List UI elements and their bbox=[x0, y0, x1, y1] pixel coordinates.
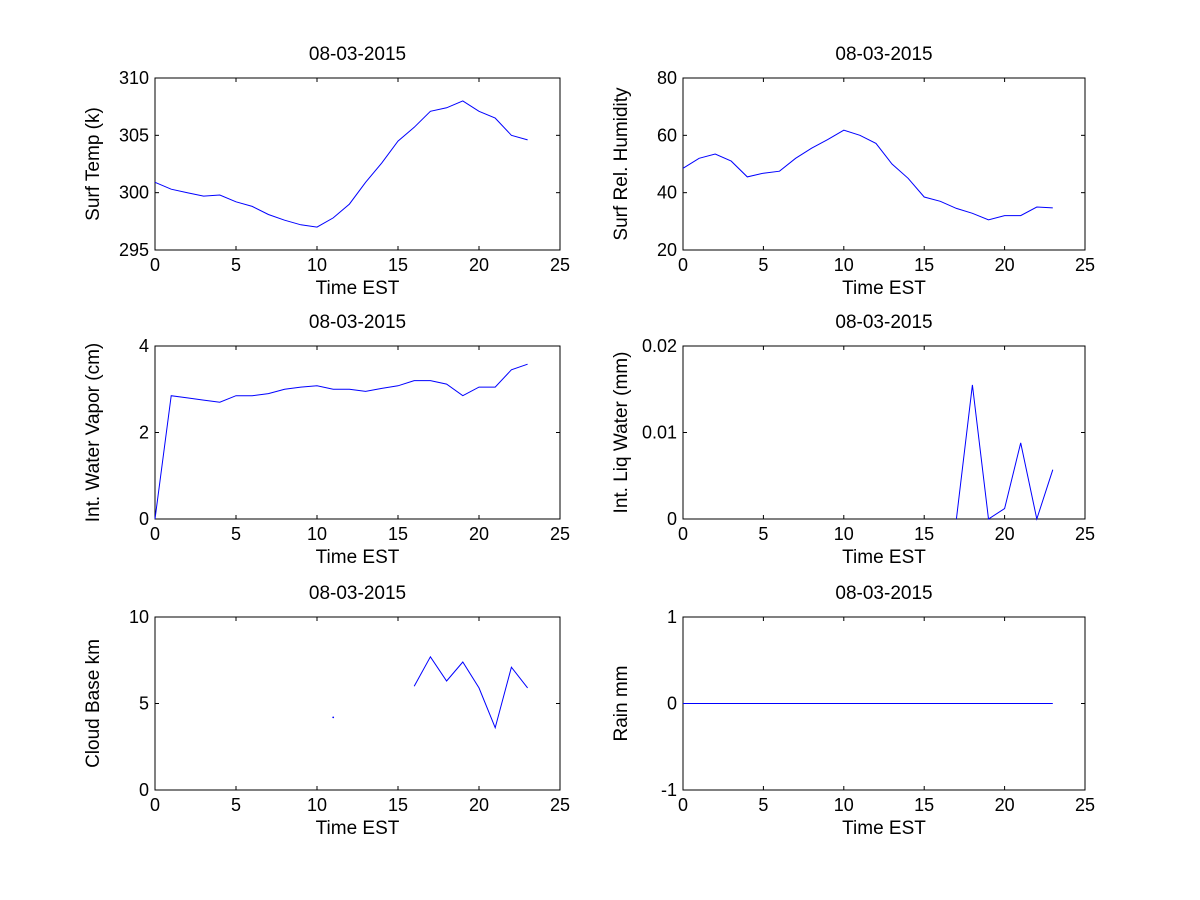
y-axis-label: Surf Temp (k) bbox=[83, 107, 104, 221]
x-tick-label: 10 bbox=[307, 795, 327, 815]
x-tick-label: 25 bbox=[550, 524, 570, 544]
y-tick-label: 2 bbox=[139, 423, 149, 443]
subplot-surf-rh: 0 5 10 15 20 25 20 40 60 80 08-03-2015 Time EST Surf… bbox=[611, 44, 1095, 299]
x-tick-label: 0 bbox=[678, 255, 688, 275]
x-tick-label: 0 bbox=[150, 524, 160, 544]
x-tick-label: 5 bbox=[231, 524, 241, 544]
y-axis-label: Rain mm bbox=[611, 665, 632, 741]
x-tick-label: 15 bbox=[388, 255, 408, 275]
y-tick-label: 0 bbox=[667, 694, 677, 714]
y-tick-label: 60 bbox=[657, 125, 677, 145]
y-tick-label: -1 bbox=[661, 780, 677, 800]
x-axis-label: Time EST bbox=[316, 818, 400, 839]
y-tick-label: 20 bbox=[657, 240, 677, 260]
x-tick-label: 20 bbox=[469, 524, 489, 544]
series-line bbox=[682, 129, 1053, 221]
chart-title: 08-03-2015 bbox=[835, 312, 932, 333]
x-tick-label: 25 bbox=[550, 255, 570, 275]
x-tick-label: 25 bbox=[1075, 255, 1095, 275]
y-tick-label: 1 bbox=[667, 607, 677, 627]
series-line bbox=[154, 363, 528, 520]
x-tick-label: 10 bbox=[834, 524, 854, 544]
subplot-liq-water: 0 5 10 15 20 25 0 0.01 0.02 08-03-2015 Time EST Int… bbox=[611, 312, 1095, 568]
x-tick-label: 20 bbox=[995, 255, 1015, 275]
x-tick-label: 15 bbox=[914, 255, 934, 275]
y-tick-label: 0 bbox=[139, 509, 149, 529]
x-tick-label: 20 bbox=[469, 795, 489, 815]
y-tick-label: 0 bbox=[139, 780, 149, 800]
chart-title: 08-03-2015 bbox=[309, 583, 406, 604]
x-tick-label: 15 bbox=[914, 795, 934, 815]
x-tick-label: 0 bbox=[150, 795, 160, 815]
x-tick-label: 15 bbox=[388, 795, 408, 815]
axes-frame bbox=[154, 77, 561, 251]
y-axis-label: Int. Water Vapor (cm) bbox=[83, 343, 104, 522]
y-tick-label: 5 bbox=[139, 694, 149, 714]
x-tick-label: 10 bbox=[834, 255, 854, 275]
x-tick-label: 0 bbox=[678, 524, 688, 544]
chart-title: 08-03-2015 bbox=[309, 44, 406, 65]
y-axis-label: Cloud Base km bbox=[83, 639, 104, 768]
x-axis-label: Time EST bbox=[842, 818, 926, 839]
y-tick-label: 0 bbox=[667, 509, 677, 529]
x-tick-label: 10 bbox=[307, 524, 327, 544]
x-tick-label: 25 bbox=[550, 795, 570, 815]
y-tick-label: 305 bbox=[119, 125, 149, 145]
y-tick-label: 4 bbox=[139, 336, 149, 356]
chart-title: 08-03-2015 bbox=[835, 583, 932, 604]
x-tick-label: 15 bbox=[914, 524, 934, 544]
subplot-cloud-base: 0 5 10 15 20 25 0 5 10 08-03-2015 Time EST Cloud Ba… bbox=[83, 583, 570, 839]
series-line bbox=[154, 100, 528, 228]
x-tick-label: 20 bbox=[469, 255, 489, 275]
y-tick-label: 80 bbox=[657, 68, 677, 88]
y-tick-label: 40 bbox=[657, 183, 677, 203]
x-tick-label: 25 bbox=[1075, 524, 1095, 544]
subplot-surf-temp: 0 5 10 15 20 25 295 300 305 310 08-03-2015 Time EST… bbox=[83, 44, 570, 299]
x-tick-label: 5 bbox=[758, 255, 768, 275]
subplot-water-vapor: 0 5 10 15 20 25 0 2 4 08-03-2015 Time EST Int. Wate… bbox=[83, 312, 570, 568]
y-tick-label: 0.01 bbox=[642, 423, 677, 443]
y-tick-label: 300 bbox=[119, 183, 149, 203]
y-tick-label: 310 bbox=[119, 68, 149, 88]
x-tick-label: 10 bbox=[307, 255, 327, 275]
x-tick-label: 25 bbox=[1075, 795, 1095, 815]
series-line bbox=[413, 655, 528, 730]
x-tick-label: 20 bbox=[995, 524, 1015, 544]
x-tick-label: 5 bbox=[231, 795, 241, 815]
chart-title: 08-03-2015 bbox=[835, 44, 932, 65]
y-axis-label: Int. Liq Water (mm) bbox=[611, 352, 632, 514]
x-axis-label: Time EST bbox=[842, 278, 926, 299]
x-tick-label: 0 bbox=[150, 255, 160, 275]
x-axis-label: Time EST bbox=[316, 278, 400, 299]
x-tick-label: 5 bbox=[231, 255, 241, 275]
y-tick-label: 10 bbox=[129, 607, 149, 627]
chart-title: 08-03-2015 bbox=[309, 312, 406, 333]
series-line bbox=[955, 384, 1054, 521]
x-tick-label: 5 bbox=[758, 795, 768, 815]
data-point bbox=[332, 716, 335, 719]
x-tick-label: 15 bbox=[388, 524, 408, 544]
y-tick-label: 0.02 bbox=[642, 336, 677, 356]
y-axis-label: Surf Rel. Humidity bbox=[611, 87, 632, 241]
y-tick-label: 295 bbox=[119, 240, 149, 260]
x-tick-label: 10 bbox=[834, 795, 854, 815]
x-tick-label: 0 bbox=[678, 795, 688, 815]
x-tick-label: 20 bbox=[995, 795, 1015, 815]
axes-frame bbox=[682, 77, 1086, 251]
x-axis-label: Time EST bbox=[316, 547, 400, 568]
x-axis-label: Time EST bbox=[842, 547, 926, 568]
x-tick-label: 5 bbox=[758, 524, 768, 544]
